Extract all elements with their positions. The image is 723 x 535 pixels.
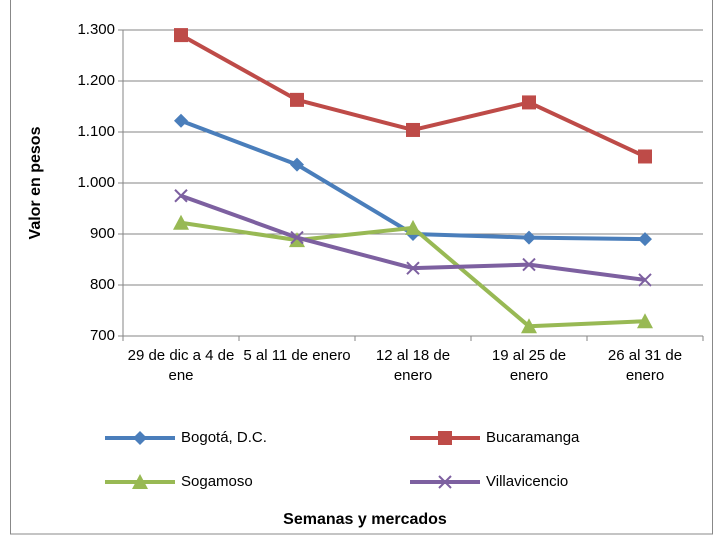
data-point — [522, 257, 536, 272]
x-tick-label: 26 al 31 de enero — [607, 347, 683, 384]
data-point — [522, 95, 536, 110]
legend-label: Sogamoso — [181, 473, 253, 490]
y-tick-label: 900 — [90, 225, 115, 242]
x-tick-label: 19 al 25 de enero — [491, 347, 567, 384]
data-point — [638, 232, 652, 247]
x-tick-label: 29 de dic a 4 de ene — [127, 347, 235, 384]
data-point — [174, 113, 188, 128]
data-point — [174, 28, 188, 43]
legend-label: Bogotá, D.C. — [181, 429, 267, 446]
data-point — [290, 230, 304, 245]
legend-marker — [438, 475, 452, 489]
chart-frame — [10, 0, 713, 535]
y-tick-label: 1.300 — [77, 21, 115, 38]
data-point — [406, 122, 420, 137]
legend-label: Bucaramanga — [486, 429, 580, 446]
series-line — [180, 33, 646, 159]
x-axis-title: Semanas y mercados — [283, 511, 447, 528]
y-tick-label: 700 — [90, 327, 115, 344]
legend-marker — [133, 431, 147, 445]
data-point — [522, 230, 536, 245]
data-point — [521, 318, 537, 334]
data-point — [290, 157, 304, 172]
y-tick-label: 800 — [90, 276, 115, 293]
y-tick-label: 1.000 — [77, 174, 115, 191]
legend-marker — [132, 474, 148, 489]
data-point — [173, 214, 189, 230]
x-tick-label: 5 al 11 de enero — [243, 347, 351, 364]
legend-marker — [438, 431, 452, 445]
y-tick-label: 1.100 — [77, 123, 115, 140]
y-axis-title: Valor en pesos — [27, 126, 44, 239]
legend-label: Villavicencio — [486, 473, 568, 490]
data-point — [638, 149, 652, 164]
x-tick-label: 12 al 18 de enero — [375, 347, 451, 384]
data-point — [637, 313, 653, 329]
y-tick-label: 1.200 — [77, 72, 115, 89]
data-point — [174, 189, 188, 203]
data-point — [405, 219, 421, 235]
data-point — [638, 273, 652, 287]
data-point — [406, 261, 420, 275]
data-point — [290, 92, 304, 107]
